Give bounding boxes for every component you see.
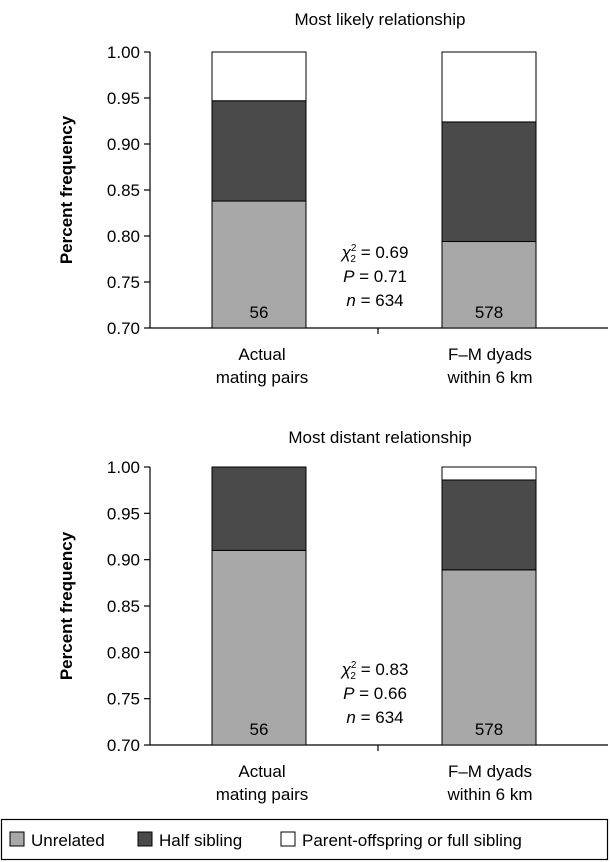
y-tick-label: 0.70 bbox=[107, 319, 140, 338]
x-category-label: within 6 km bbox=[446, 785, 532, 804]
y-tick-label: 0.90 bbox=[107, 135, 140, 154]
stat-p-value: P = 0.66 bbox=[343, 684, 407, 703]
bar-segment-half-sibling bbox=[441, 121, 537, 243]
bar-count-label: 578 bbox=[475, 720, 503, 739]
chart-panel-most-likely: Most likely relationship Percent frequenc… bbox=[57, 10, 608, 387]
bar-segment-unrelated bbox=[441, 241, 537, 329]
y-tick-label: 0.80 bbox=[107, 227, 140, 246]
chart-title: Most likely relationship bbox=[294, 10, 465, 29]
legend-box bbox=[0, 818, 609, 861]
stat-n-value: n = 634 bbox=[346, 291, 403, 310]
x-category-label: mating pairs bbox=[216, 785, 309, 804]
legend-swatch bbox=[280, 831, 296, 847]
y-tick-label: 0.95 bbox=[107, 89, 140, 108]
y-tick-label: 0.70 bbox=[107, 736, 140, 755]
y-axis-label: Percent frequency bbox=[57, 531, 76, 680]
bar-count-label: 578 bbox=[475, 303, 503, 322]
bar-segment-half-sibling bbox=[441, 479, 537, 571]
x-category-label: Actual bbox=[238, 762, 285, 781]
legend: Unrelated Half sibling Parent-offspring or… bbox=[0, 818, 609, 861]
bar-segment-unrelated bbox=[211, 549, 307, 746]
bar-segment-half-sibling bbox=[211, 466, 307, 551]
bar-segment-parent-offspring-or-full-sibling bbox=[441, 466, 537, 481]
x-category-label: Actual bbox=[238, 345, 285, 364]
x-category-label: within 6 km bbox=[446, 368, 532, 387]
stat-chi-square: χ2 2 = 0.83 bbox=[340, 660, 409, 682]
y-tick-label: 1.00 bbox=[107, 458, 140, 477]
bar-count-label: 56 bbox=[250, 720, 269, 739]
y-tick-label: 0.80 bbox=[107, 643, 140, 662]
legend-swatch bbox=[9, 831, 25, 847]
stat-chi-square: χ2 2 = 0.69 bbox=[340, 243, 409, 265]
bar-count-label: 56 bbox=[250, 303, 269, 322]
y-tick-label: 0.85 bbox=[107, 181, 140, 200]
y-tick-label: 0.75 bbox=[107, 273, 140, 292]
legend-swatch bbox=[137, 831, 153, 847]
y-tick-label: 0.95 bbox=[107, 504, 140, 523]
y-tick-label: 0.75 bbox=[107, 690, 140, 709]
bar-segment-parent-offspring-or-full-sibling bbox=[211, 51, 307, 102]
y-axis-label: Percent frequency bbox=[57, 115, 76, 264]
y-tick-label: 1.00 bbox=[107, 43, 140, 62]
y-tick-label: 0.85 bbox=[107, 597, 140, 616]
y-tick-label: 0.90 bbox=[107, 551, 140, 570]
legend-label: Parent-offspring or full sibling bbox=[302, 831, 522, 850]
chart-panel-most-distant: Most distant relationship Percent frequen… bbox=[57, 428, 608, 804]
bar-segment-parent-offspring-or-full-sibling bbox=[441, 51, 537, 123]
chart-title: Most distant relationship bbox=[288, 428, 471, 447]
legend-label: Unrelated bbox=[31, 831, 105, 850]
stat-p-value: P = 0.71 bbox=[343, 267, 407, 286]
x-category-label: F–M dyads bbox=[448, 345, 532, 364]
stat-n-value: n = 634 bbox=[346, 708, 403, 727]
legend-label: Half sibling bbox=[159, 831, 242, 850]
bar-segment-unrelated bbox=[441, 569, 537, 746]
bar-segment-half-sibling bbox=[211, 100, 307, 202]
x-category-label: mating pairs bbox=[216, 368, 309, 387]
x-category-label: F–M dyads bbox=[448, 762, 532, 781]
